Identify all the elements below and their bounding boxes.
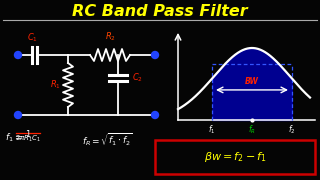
Text: $R_2$: $R_2$ <box>105 30 116 43</box>
Text: $2\pi R_1 C_1$: $2\pi R_1 C_1$ <box>15 134 41 144</box>
Circle shape <box>14 111 21 118</box>
Text: $C_2$: $C_2$ <box>132 72 143 84</box>
Text: $f_2$: $f_2$ <box>288 124 296 136</box>
Text: $C_1$: $C_1$ <box>27 31 37 44</box>
Text: BW: BW <box>245 77 259 86</box>
Text: $f_R$: $f_R$ <box>248 124 256 136</box>
Circle shape <box>151 51 158 58</box>
Text: $R_1$: $R_1$ <box>50 79 60 91</box>
Text: $1$: $1$ <box>25 128 31 139</box>
Text: $f_1 =$: $f_1 =$ <box>5 131 23 143</box>
Circle shape <box>14 51 21 58</box>
Text: $f_1$: $f_1$ <box>208 124 216 136</box>
Text: $f_R = \sqrt{f_1 \cdot f_2}$: $f_R = \sqrt{f_1 \cdot f_2}$ <box>82 131 133 148</box>
Text: RC Band Pass Filter: RC Band Pass Filter <box>72 3 248 19</box>
Circle shape <box>151 111 158 118</box>
Text: $\beta w = f_2 - f_1$: $\beta w = f_2 - f_1$ <box>204 150 267 164</box>
Bar <box>155 140 315 174</box>
